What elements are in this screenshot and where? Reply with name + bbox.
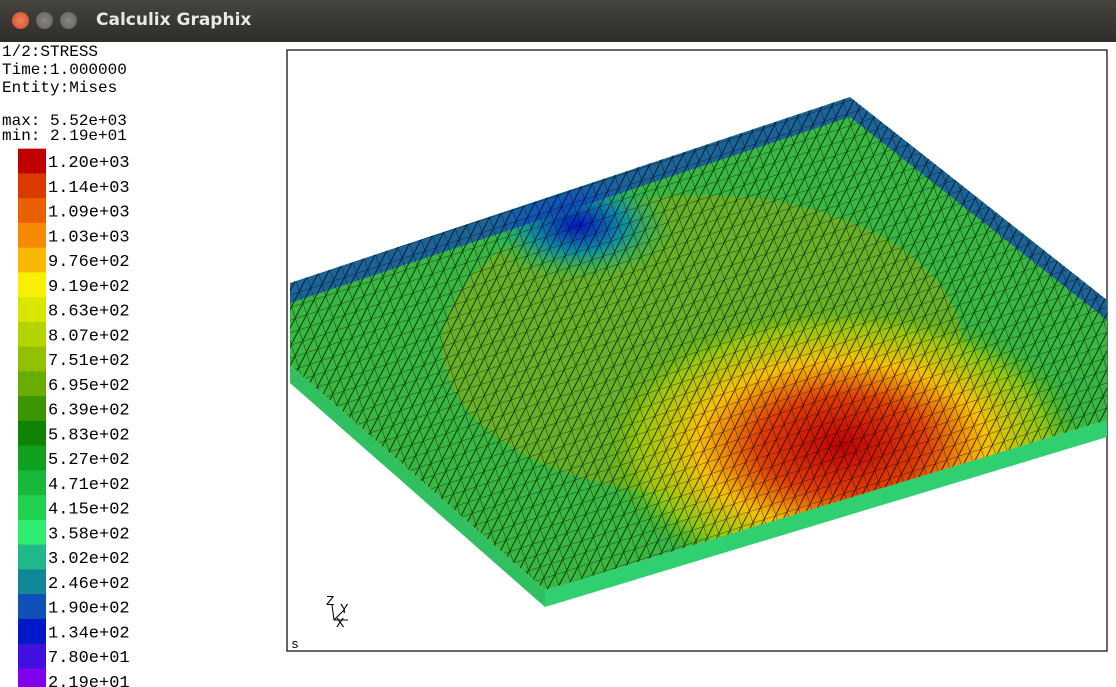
legend-label: 4.15e+02 bbox=[48, 501, 130, 520]
legend-label: 1.09e+03 bbox=[48, 204, 130, 223]
legend-label: 1.03e+03 bbox=[48, 228, 130, 247]
legend-label: 6.95e+02 bbox=[48, 377, 130, 396]
app-window: Calculix Graphix 1/2:STRESS Time:1.00000… bbox=[0, 0, 1116, 687]
axis-x: X bbox=[336, 616, 345, 632]
legend-label: 1.14e+03 bbox=[48, 179, 130, 198]
legend-swatch bbox=[18, 297, 46, 322]
legend-label: 8.07e+02 bbox=[48, 327, 130, 346]
legend-label: 8.63e+02 bbox=[48, 303, 130, 322]
legend-label: 9.76e+02 bbox=[48, 253, 130, 272]
legend-label: 1.20e+03 bbox=[48, 154, 130, 173]
legend-label: 9.19e+02 bbox=[48, 278, 130, 297]
legend-swatch bbox=[18, 569, 46, 594]
legend-swatch bbox=[18, 644, 46, 669]
legend-label: 5.83e+02 bbox=[48, 426, 130, 445]
legend-swatch bbox=[18, 594, 46, 619]
axis-z: Z bbox=[326, 594, 334, 610]
dataset-label: 1/2:STRESS bbox=[2, 44, 98, 60]
legend-swatch bbox=[18, 198, 46, 223]
viewport: Z Y X s bbox=[282, 45, 1112, 657]
legend-swatch bbox=[18, 619, 46, 644]
legend-swatch bbox=[18, 495, 46, 520]
legend-swatch bbox=[18, 347, 46, 372]
legend-label: 5.27e+02 bbox=[48, 451, 130, 470]
legend-swatch bbox=[18, 396, 46, 421]
legend-label: 3.02e+02 bbox=[48, 550, 130, 569]
legend-swatch bbox=[18, 248, 46, 273]
entity-label: Entity:Mises bbox=[2, 80, 117, 96]
min-label: min: 2.19e+01 bbox=[2, 128, 127, 144]
legend-label: 1.34e+02 bbox=[48, 624, 130, 643]
legend-swatch bbox=[18, 149, 46, 174]
legend-label: 4.71e+02 bbox=[48, 476, 130, 495]
legend-swatch bbox=[18, 173, 46, 198]
legend-swatch bbox=[18, 446, 46, 471]
close-button[interactable] bbox=[12, 12, 29, 29]
legend-swatch bbox=[18, 470, 46, 495]
legend-swatch bbox=[18, 272, 46, 297]
legend-swatch bbox=[18, 668, 46, 687]
corner-label: s bbox=[291, 637, 299, 652]
minimize-button[interactable] bbox=[36, 12, 53, 29]
window-title: Calculix Graphix bbox=[96, 10, 251, 30]
legend-swatch bbox=[18, 223, 46, 248]
title-bar: Calculix Graphix bbox=[0, 0, 1116, 42]
legend-label: 6.39e+02 bbox=[48, 402, 130, 421]
legend-swatch bbox=[18, 371, 46, 396]
legend-swatch bbox=[18, 545, 46, 570]
legend-label: 2.46e+02 bbox=[48, 575, 130, 594]
legend-label: 7.51e+02 bbox=[48, 352, 130, 371]
legend-swatch bbox=[18, 421, 46, 446]
legend-label: 2.19e+01 bbox=[48, 674, 130, 687]
legend-swatch bbox=[18, 322, 46, 347]
legend-swatch bbox=[18, 520, 46, 545]
time-label: Time:1.000000 bbox=[2, 62, 127, 78]
legend-label: 3.58e+02 bbox=[48, 525, 130, 544]
legend-label: 7.80e+01 bbox=[48, 649, 130, 668]
maximize-button[interactable] bbox=[60, 12, 77, 29]
color-legend: 1.20e+03 1.14e+03 1.09e+03 1.03e+03 9.76e+02… bbox=[0, 147, 200, 687]
legend-label: 1.90e+02 bbox=[48, 600, 130, 619]
